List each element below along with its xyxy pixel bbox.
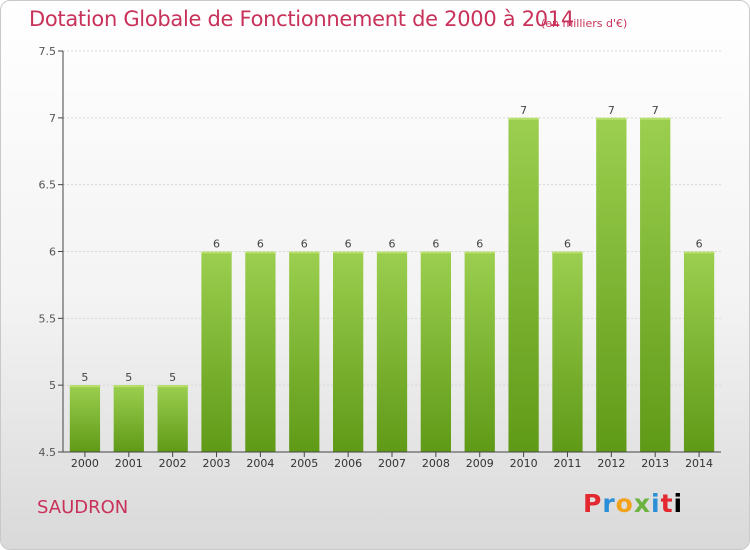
x-tick-label: 2009 — [466, 457, 494, 470]
y-tick-label: 7 — [49, 112, 56, 125]
bar-value-label: 5 — [81, 371, 88, 384]
bar-highlight — [289, 251, 320, 254]
x-tick-label: 2005 — [290, 457, 318, 470]
x-tick-label: 2013 — [641, 457, 669, 470]
x-tick-label: 2014 — [685, 457, 713, 470]
bar-highlight — [113, 385, 144, 388]
bar-value-label: 7 — [608, 104, 615, 117]
bar-value-label: 6 — [257, 238, 264, 251]
bar-highlight — [683, 251, 715, 254]
x-tick-label: 2000 — [71, 457, 99, 470]
bar-highlight — [596, 117, 627, 120]
bar-highlight — [464, 251, 495, 254]
bar-highlight — [201, 251, 232, 254]
bar — [464, 251, 495, 452]
bars — [69, 117, 715, 452]
bar-highlight — [640, 117, 671, 120]
bar-value-label: 5 — [169, 371, 176, 384]
chart-subtitle: (en milliers d'€) — [541, 17, 628, 30]
bar-highlight — [376, 251, 408, 254]
bar-highlight — [332, 251, 364, 254]
bar-highlight — [157, 385, 188, 388]
bar-value-label: 6 — [213, 238, 220, 251]
bar-highlight — [69, 385, 101, 388]
bar-value-label: 6 — [696, 238, 703, 251]
y-tick-label: 4.5 — [39, 446, 57, 459]
bar — [596, 117, 627, 452]
y-tick-label: 5.5 — [39, 312, 57, 325]
chart-title: Dotation Globale de Fonctionnement de 20… — [29, 7, 574, 31]
bar — [245, 251, 276, 452]
y-tick-label: 5 — [49, 379, 56, 392]
y-tick-label: 7.5 — [39, 45, 57, 58]
x-tick-label: 2012 — [597, 457, 625, 470]
x-tick-label: 2006 — [334, 457, 362, 470]
bar-value-label: 7 — [652, 104, 659, 117]
bar — [69, 385, 101, 452]
x-tick-label: 2001 — [115, 457, 143, 470]
bar-value-label: 6 — [389, 238, 396, 251]
y-tick-label: 6.5 — [39, 179, 57, 192]
bar — [640, 117, 671, 452]
bar — [332, 251, 364, 452]
bar — [157, 385, 188, 452]
x-tick-label: 2010 — [510, 457, 538, 470]
bar-highlight — [420, 251, 452, 254]
x-tick-label: 2007 — [378, 457, 406, 470]
bar-value-label: 5 — [125, 371, 132, 384]
bar — [552, 251, 583, 452]
bar — [420, 251, 452, 452]
bar — [508, 117, 539, 452]
x-tick-label: 2008 — [422, 457, 450, 470]
bar — [201, 251, 232, 452]
bar — [376, 251, 408, 452]
bar-value-label: 6 — [476, 238, 483, 251]
proxiti-logo: Proxiti — [583, 489, 684, 518]
x-tick-label: 2003 — [203, 457, 231, 470]
bar — [683, 251, 715, 452]
x-tick-label: 2002 — [159, 457, 187, 470]
bar-value-label: 6 — [301, 238, 308, 251]
bar — [289, 251, 320, 452]
bar-value-label: 6 — [345, 238, 352, 251]
bar-highlight — [245, 251, 276, 254]
bar-highlight — [552, 251, 583, 254]
bar — [113, 385, 144, 452]
tick-labels: 4.5 5 5.5 6 6.5 7 7.5 5 2000 5 2001 5 2002 6 2003 6 2004… — [39, 45, 714, 470]
x-tick-label: 2011 — [553, 457, 581, 470]
bar-value-label: 6 — [564, 238, 571, 251]
axes — [58, 50, 721, 457]
y-tick-label: 6 — [49, 246, 56, 259]
bar-value-label: 7 — [520, 104, 527, 117]
city-name: SAUDRON — [37, 497, 129, 518]
x-tick-label: 2004 — [246, 457, 274, 470]
bar-value-label: 6 — [432, 238, 439, 251]
bar-highlight — [508, 117, 539, 120]
